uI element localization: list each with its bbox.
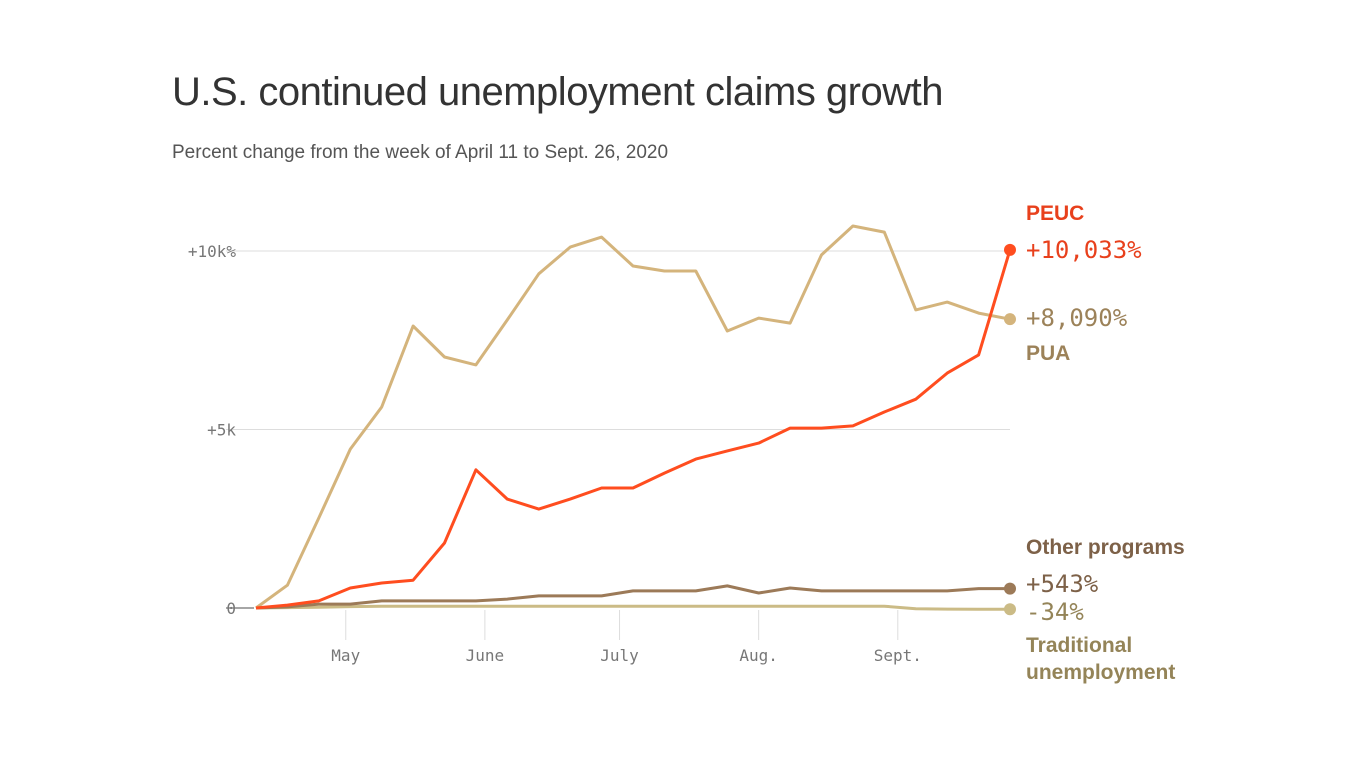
x-tick-label: June xyxy=(466,646,505,665)
chart-title: U.S. continued unemployment claims growt… xyxy=(172,70,943,114)
y-tick-label: +10k% xyxy=(188,242,237,261)
x-tick-label: Aug. xyxy=(739,646,778,665)
series-name-label: Traditional unemployment xyxy=(1026,634,1175,684)
end-value-label: -34% xyxy=(1026,598,1084,626)
series-name-label: Other programs xyxy=(1026,536,1185,559)
series-name-label: PEUC xyxy=(1026,202,1084,225)
x-tick-label: Sept. xyxy=(874,646,922,665)
series-line-traditional-unemployment xyxy=(255,604,1010,611)
end-value-label: +8,090% xyxy=(1026,304,1128,332)
series-name-label: PUA xyxy=(1026,342,1070,365)
end-point-other-programs xyxy=(1004,582,1016,595)
x-tick-label: May xyxy=(331,646,360,665)
series-line-peuc xyxy=(255,249,1012,610)
end-value-label: +543% xyxy=(1026,570,1099,598)
y-tick-label: +5k xyxy=(207,421,236,440)
chart-subtitle: Percent change from the week of April 11… xyxy=(172,142,669,163)
end-point-peuc xyxy=(1004,243,1016,256)
series-line-pua xyxy=(255,224,1011,610)
x-tick-label: July xyxy=(600,646,639,665)
end-point-pua xyxy=(1004,313,1016,326)
series-line-other-programs xyxy=(255,584,1010,610)
end-point-traditional-unemployment xyxy=(1004,603,1016,616)
y-tick-label: 0 xyxy=(226,599,236,618)
end-value-label: +10,033% xyxy=(1026,236,1142,264)
